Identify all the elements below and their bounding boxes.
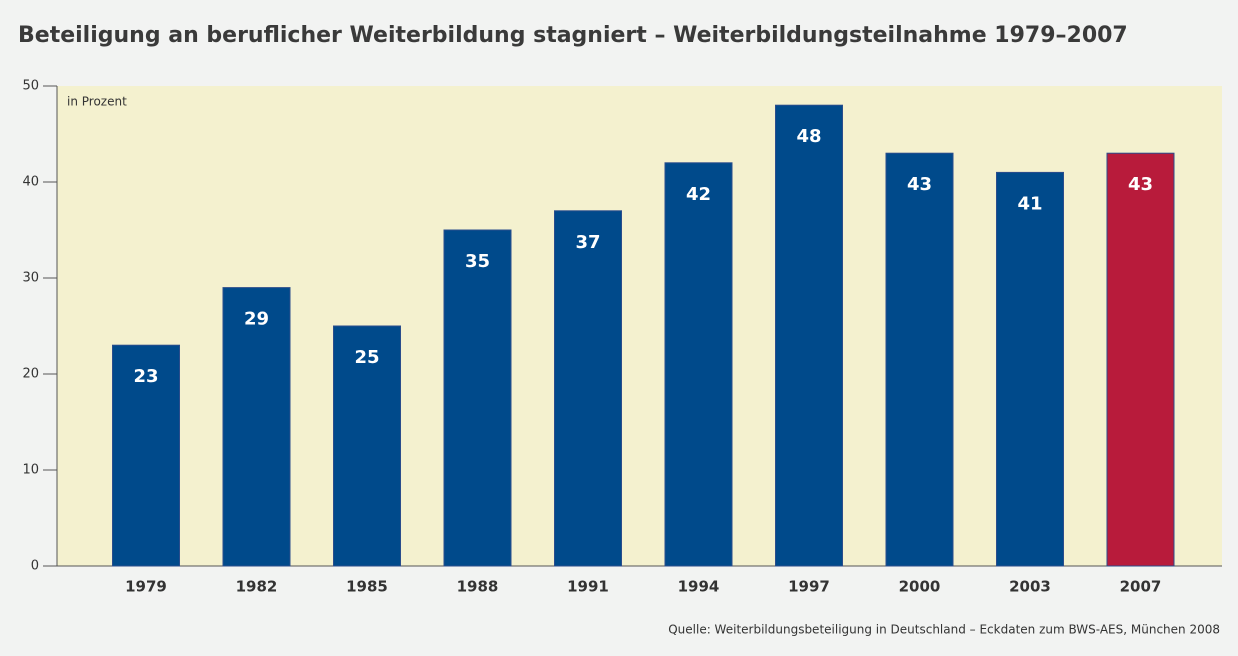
x-tick-label: 1979: [125, 578, 167, 596]
x-tick-label: 1988: [457, 578, 499, 596]
y-axis-label: in Prozent: [67, 95, 127, 109]
value-label: 43: [907, 174, 932, 195]
bar: [996, 171, 1064, 567]
source-note: Quelle: Weiterbildungsbeteiligung in Deu…: [668, 623, 1220, 637]
value-label: 48: [796, 126, 821, 147]
value-label: 23: [133, 366, 158, 387]
y-tick-label: 30: [22, 271, 39, 286]
x-tick-label: 1982: [236, 578, 278, 596]
bar: [885, 152, 954, 567]
y-tick-label: 50: [22, 79, 39, 94]
value-label: 29: [244, 309, 269, 330]
bar: [443, 229, 512, 567]
x-tick-label: 2003: [1009, 578, 1051, 596]
bar: [664, 162, 733, 567]
value-label: 25: [354, 347, 379, 368]
y-tick-label: 20: [22, 367, 39, 382]
value-label: 42: [686, 184, 711, 205]
value-label: 37: [575, 232, 600, 253]
bar: [554, 210, 622, 567]
x-tick-label: 1991: [567, 578, 609, 596]
value-label: 43: [1128, 174, 1153, 195]
x-tick-label: 1997: [788, 578, 830, 596]
x-tick-label: 1985: [346, 578, 388, 596]
y-tick-label: 40: [22, 175, 39, 190]
y-tick-label: 10: [22, 463, 39, 478]
value-label: 41: [1017, 193, 1042, 214]
chart-title: Beteiligung an beruflicher Weiterbildung…: [18, 23, 1128, 48]
x-tick-label: 1994: [678, 578, 720, 596]
bar: [1106, 152, 1175, 567]
x-tick-label: 2000: [899, 578, 941, 596]
x-tick-label: 2007: [1120, 578, 1162, 596]
value-label: 35: [465, 251, 490, 272]
bar: [112, 344, 180, 567]
y-tick-label: 0: [31, 559, 39, 574]
bar: [775, 104, 843, 567]
bar: [333, 325, 401, 567]
bar: [222, 287, 291, 567]
